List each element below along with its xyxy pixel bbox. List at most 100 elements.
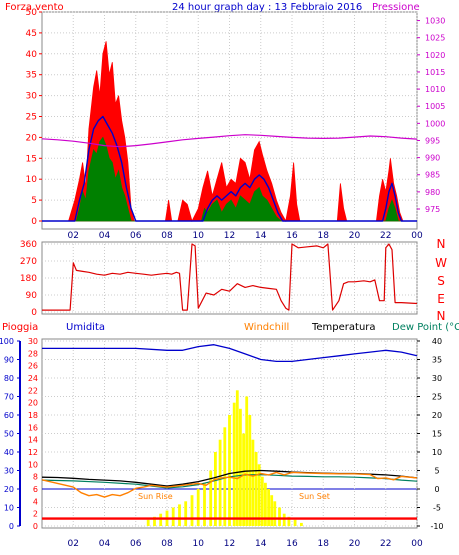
pressure-tick-label: 980	[425, 188, 440, 197]
wind-axis-title: Forza vento	[5, 2, 64, 13]
dewpoint-legend: Dew Point (°C	[392, 322, 459, 333]
sunset-annotation: Sun Set	[299, 492, 330, 501]
rain-bar	[218, 439, 222, 526]
wind-average-line	[42, 115, 417, 222]
rain-axis-title: Pioggia	[2, 322, 38, 333]
rain-bar	[203, 482, 206, 526]
temperature-tick-label: 0	[434, 485, 439, 494]
time-tick-label: 20	[349, 231, 361, 241]
humidity-line	[42, 344, 418, 363]
time-tick-label: 02	[68, 231, 79, 241]
pressure-tick-label: 995	[425, 136, 440, 145]
humidity-tick-label: 90	[4, 356, 14, 365]
wind-pressure-series	[41, 41, 418, 223]
time-tick-label: 08	[161, 231, 173, 241]
time-tick-label: 10	[193, 231, 205, 241]
temperature-ticks: -10 -5 0 5 10 15 20 25 30 35 40	[417, 337, 444, 531]
lower-time-tick-label: 12	[224, 539, 235, 549]
rain-tick-label: 0	[33, 522, 38, 531]
pressure-tick-label: 1025	[425, 34, 445, 43]
rain-bar	[232, 402, 236, 526]
rain-bar	[282, 513, 286, 526]
pressure-line	[41, 134, 418, 148]
lower-time-tick-label: 06	[130, 539, 142, 549]
pressure-tick-label: 990	[425, 154, 440, 163]
rain-bar	[228, 415, 231, 526]
rain-tick-label: 30	[28, 337, 38, 346]
rain-bar	[235, 390, 239, 526]
rain-tick-label: 8	[33, 473, 38, 482]
temperature-tick-label: 10	[432, 448, 442, 457]
sunrise-annotation: Sun Rise	[138, 492, 173, 501]
pressure-ticks: 975 980 985 990 995 1000 1005 1010 1015 1020 1025 1…	[417, 17, 445, 214]
time-tick-label: 12	[224, 231, 235, 241]
humidity-tick-label: 60	[4, 411, 14, 420]
time-tick-label: 18	[318, 231, 330, 241]
pressure-tick-label: 1010	[425, 85, 445, 94]
lower-time-tick-label: 22	[380, 539, 391, 549]
rain-bar	[270, 495, 274, 526]
rain-bar	[257, 464, 261, 526]
rain-tick-label: 24	[28, 374, 38, 383]
humidity-axis-title: Umidita	[66, 322, 105, 333]
pressure-tick-label: 1020	[425, 51, 445, 60]
rain-tick-label: 12	[28, 448, 38, 457]
lower-time-tick-label: 04	[99, 539, 111, 549]
rain-tick-label: 18	[28, 411, 38, 420]
humidity-ticks: 0 10 20 30 40 50 60 70 80 90 100	[0, 337, 21, 531]
time-tick-label: 04	[99, 231, 111, 241]
humidity-tick-label: 20	[4, 485, 14, 494]
rain-tick-label: 2	[33, 510, 38, 519]
wind-tick-label: 40	[26, 50, 38, 60]
time-tick-label: 16	[286, 231, 298, 241]
wind-speed-ticks: 0 5 10 15 20 25 30 35 40 45 50	[26, 8, 42, 227]
rain-bar	[196, 489, 200, 526]
pressure-tick-label: 975	[425, 205, 440, 214]
wind-direction-line	[42, 243, 418, 311]
wind-direction-chart: 0 90 180 270 360 N W S E N	[20, 237, 447, 323]
rain-tick-label: 14	[28, 436, 38, 445]
humidity-tick-label: 80	[4, 374, 14, 383]
lower-time-tick-label: 10	[193, 539, 205, 549]
pressure-tick-label: 1000	[425, 119, 445, 128]
humidity-tick-label: 100	[0, 337, 14, 346]
rain-bar	[184, 501, 188, 526]
rain-bar	[171, 507, 175, 526]
temperature-tick-label: 15	[432, 430, 442, 439]
rain-bar	[264, 482, 267, 526]
rain-tick-label: 28	[28, 349, 38, 358]
chart-title: 24 hour graph day : 13 Febbraio 2016	[172, 2, 362, 13]
temperature-tick-label: 25	[432, 393, 442, 402]
compass-s: S	[437, 274, 445, 288]
wind-tick-label: 45	[26, 29, 37, 39]
wind-tick-label: 35	[26, 71, 37, 81]
time-tick-label: 06	[130, 231, 142, 241]
rain-tick-label: 4	[33, 497, 38, 506]
windchill-legend: Windchill	[244, 322, 289, 333]
compass-labels: N W S E N	[435, 237, 447, 323]
rain-bar	[267, 489, 270, 526]
rain-bars	[146, 390, 303, 527]
pressure-tick-label: 1015	[425, 68, 445, 77]
wind-direction-grid	[42, 243, 418, 313]
wind-tick-label: 15	[26, 154, 37, 164]
humidity-tick-label: 30	[4, 467, 14, 476]
wind-tick-label: 20	[26, 133, 38, 143]
humidity-tick-label: 70	[4, 393, 14, 402]
direction-tick-label: 360	[20, 240, 37, 250]
wind-tick-label: 10	[26, 175, 38, 185]
rain-tick-label: 26	[28, 362, 38, 371]
lower-time-tick-label: 16	[286, 539, 298, 549]
rain-bar	[209, 470, 213, 526]
wind-tick-label: 50	[26, 8, 38, 18]
rain-bar	[251, 439, 255, 526]
wind-tick-label: 25	[26, 113, 37, 123]
rain-bar	[278, 507, 281, 526]
temperature-legend: Temperatura	[311, 322, 376, 333]
time-tick-label: 22	[380, 231, 391, 241]
compass-n-bottom: N	[437, 309, 446, 323]
